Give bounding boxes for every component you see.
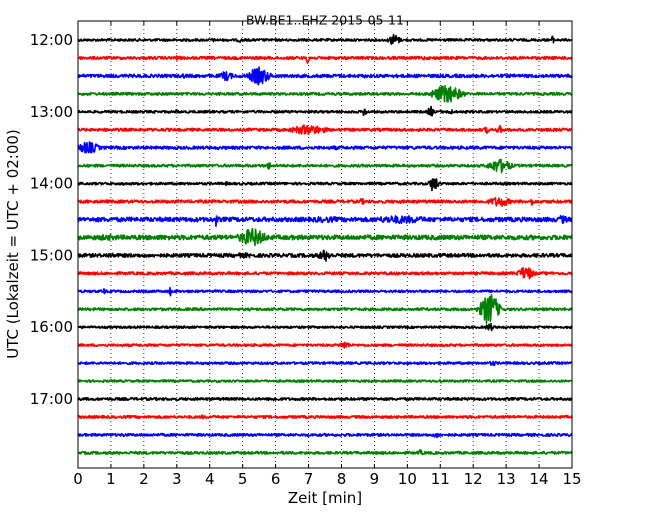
seismic-trace (77, 322, 573, 332)
y-axis-label: UTC (Lokalzeit = UTC + 02:00) (4, 129, 22, 359)
y-tick-label: 16:00 (30, 318, 73, 336)
y-tick-label: 13:00 (30, 103, 73, 121)
seismic-trace (77, 215, 573, 228)
seismic-trace (77, 378, 573, 384)
chart-title: BW.BE1..EHZ 2015-05-11 (246, 13, 404, 28)
x-tick-label: 2 (139, 470, 149, 488)
seismic-trace (77, 105, 573, 117)
seismic-trace (77, 294, 573, 325)
seismic-trace (77, 286, 573, 297)
seismic-trace (77, 124, 573, 136)
x-tick-label: 7 (304, 470, 314, 488)
x-tick-label: 3 (172, 470, 182, 488)
seismic-trace (77, 266, 573, 280)
seismic-trace (77, 158, 573, 174)
seismic-trace (77, 341, 573, 349)
x-tick-label: 4 (205, 470, 215, 488)
x-axis-label: Zeit [min] (288, 489, 362, 507)
seismic-trace (77, 55, 573, 64)
x-tick-label: 11 (431, 470, 450, 488)
seismic-trace (77, 178, 573, 192)
axis-ticks: 0 1 2 3 4 5 6 7 8 9 10 11 12 13 14 1512:0013:0014:0015:… (30, 21, 582, 488)
x-tick-label: 15 (562, 470, 581, 488)
seismic-trace (77, 396, 573, 402)
seismic-trace (77, 249, 573, 262)
seismic-trace (77, 414, 573, 420)
seismic-trace (77, 449, 573, 456)
x-tick-label: 13 (497, 470, 516, 488)
seismic-trace (77, 66, 573, 86)
x-tick-label: 0 (73, 470, 83, 488)
x-tick-label: 9 (370, 470, 380, 488)
x-tick-label: 1 (106, 470, 116, 488)
x-tick-label: 12 (464, 470, 483, 488)
grid-lines (110, 21, 540, 468)
x-tick-label: 8 (337, 470, 347, 488)
seismic-trace (77, 227, 573, 247)
trace-rows (77, 34, 573, 456)
x-tick-label: 5 (238, 470, 248, 488)
seismic-trace (77, 196, 573, 207)
seismic-trace (77, 34, 573, 45)
plot-frame (77, 20, 573, 469)
seismic-trace (77, 432, 573, 439)
x-tick-label: 14 (530, 470, 549, 488)
seismic-trace (77, 360, 573, 367)
x-tick-label: 6 (271, 470, 281, 488)
y-tick-label: 17:00 (30, 390, 73, 408)
y-tick-label: 12:00 (30, 31, 73, 49)
seismic-trace (77, 141, 573, 154)
seismic-trace (77, 84, 573, 103)
y-tick-label: 14:00 (30, 175, 73, 193)
y-tick-label: 15:00 (30, 246, 73, 264)
x-tick-label: 10 (398, 470, 417, 488)
